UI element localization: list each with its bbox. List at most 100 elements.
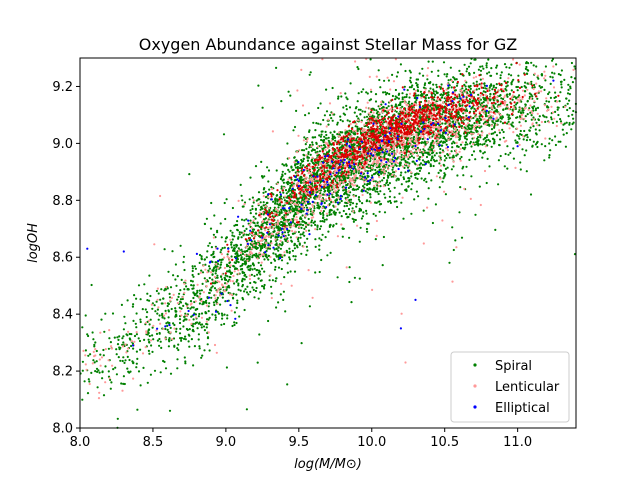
spiral-point	[345, 188, 348, 191]
spiral-point	[386, 179, 389, 182]
spiral-point	[256, 224, 260, 227]
spiral-point	[84, 349, 87, 352]
spiral-point	[333, 130, 336, 133]
spiral-point	[435, 86, 438, 89]
spiral-point	[228, 275, 231, 279]
spiral-point	[283, 238, 286, 241]
spiral-point	[400, 158, 403, 161]
spiral-point	[389, 201, 392, 204]
spiral-point	[463, 83, 466, 86]
spiral-point	[485, 136, 488, 139]
spiral-point	[378, 210, 381, 213]
spiral-point	[306, 249, 309, 252]
spiral-point	[178, 292, 181, 295]
spiral-point	[499, 94, 502, 97]
spiral-point	[201, 271, 205, 274]
spiral-point	[179, 289, 182, 292]
spiral-point	[216, 296, 219, 299]
spiral-point	[233, 235, 236, 238]
spiral-point	[447, 91, 450, 94]
spiral-point	[526, 100, 529, 103]
spiral-point	[301, 233, 304, 236]
spiral-point	[269, 240, 273, 243]
spiral-point	[554, 95, 558, 99]
spiral-point	[463, 63, 466, 66]
spiral-point	[215, 268, 218, 271]
spiral-point	[139, 384, 142, 387]
spiral-point	[458, 104, 461, 107]
spiral-point	[495, 72, 498, 75]
spiral-point	[174, 278, 177, 281]
spiral-point	[471, 124, 474, 127]
spiral-point	[174, 263, 177, 266]
spiral-point	[280, 208, 283, 211]
spiral-point	[248, 198, 251, 201]
spiral-point	[220, 261, 223, 264]
spiral-point	[468, 131, 471, 134]
spiral-point	[321, 220, 324, 223]
spiral-point	[395, 75, 398, 78]
spiral-point	[274, 280, 277, 283]
spiral-point	[192, 318, 195, 321]
spiral-point	[378, 153, 381, 156]
spiral-point	[336, 193, 339, 196]
spiral-point	[280, 259, 284, 262]
spiral-point	[240, 231, 243, 234]
spiral-point	[505, 85, 508, 88]
spiral-point	[136, 408, 139, 411]
spiral-point	[243, 250, 246, 253]
spiral-point	[447, 79, 450, 82]
spiral-point	[233, 311, 236, 314]
spiral-point	[164, 327, 167, 331]
spiral-point	[514, 139, 517, 142]
spiral-point	[573, 65, 576, 68]
spiral-point	[294, 163, 297, 166]
spiral-point	[212, 250, 215, 253]
spiral-point	[408, 69, 411, 72]
spiral-point	[439, 136, 442, 139]
spiral-point	[290, 184, 293, 187]
spiral-point	[402, 176, 405, 179]
spiral-point	[275, 66, 278, 69]
spiral-point	[509, 151, 512, 154]
spiral-point	[453, 78, 457, 81]
spiral-point	[294, 166, 298, 169]
spiral-point	[220, 323, 223, 326]
spiral-point	[479, 113, 483, 117]
spiral-point	[362, 88, 365, 91]
spiral-point	[146, 311, 149, 314]
spiral-point	[525, 139, 529, 142]
spiral-point	[310, 213, 313, 216]
spiral-point	[522, 138, 525, 141]
spiral-point	[412, 160, 415, 163]
spiral-point	[277, 254, 280, 257]
spiral-point	[198, 289, 201, 292]
spiral-point	[286, 183, 289, 186]
spiral-point	[543, 159, 546, 162]
spiral-point	[274, 199, 277, 202]
spiral-point	[230, 255, 233, 258]
spiral-point	[226, 286, 229, 289]
spiral-point	[302, 209, 305, 212]
spiral-point	[263, 175, 266, 178]
spiral-point	[238, 231, 241, 234]
spiral-point	[316, 206, 319, 209]
spiral-point	[375, 171, 378, 174]
spiral-point	[255, 286, 258, 290]
spiral-point	[351, 202, 355, 205]
spiral-point	[387, 79, 390, 82]
spiral-point	[445, 157, 448, 160]
spiral-point	[243, 290, 246, 293]
spiral-point	[221, 314, 224, 317]
spiral-point	[275, 226, 278, 229]
spiral-point	[487, 111, 490, 114]
spiral-point	[460, 155, 463, 159]
spiral-point	[482, 67, 485, 70]
spiral-point	[307, 217, 310, 221]
spiral-point	[126, 355, 129, 358]
spiral-point	[389, 199, 392, 203]
spiral-point	[263, 283, 266, 287]
spiral-point	[248, 255, 251, 258]
spiral-point	[406, 89, 409, 92]
spiral-point	[482, 86, 485, 89]
